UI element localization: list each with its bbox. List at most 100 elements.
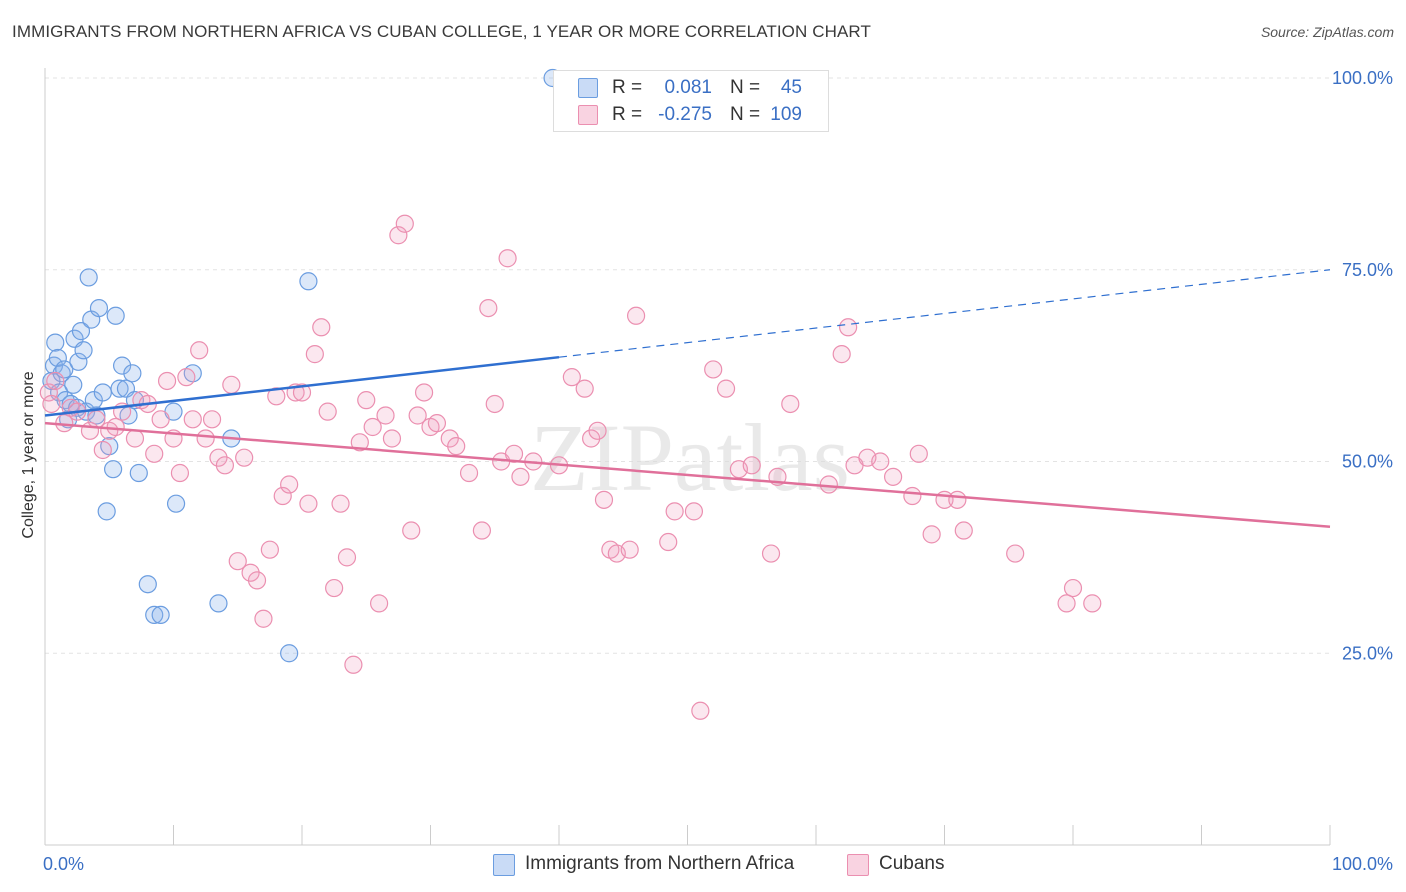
cubans-point — [922, 525, 941, 544]
cubans-point — [716, 379, 736, 398]
cubans-point — [337, 548, 357, 567]
immigrants-point — [46, 333, 65, 352]
immigrants-point — [69, 352, 88, 371]
trend-lines — [44, 269, 1331, 528]
cubans-point — [1057, 594, 1076, 613]
cubans-point — [871, 452, 890, 471]
cubans-point — [414, 383, 434, 402]
cubans-point — [202, 410, 222, 429]
axes — [44, 68, 1331, 846]
cubans-point — [485, 394, 504, 414]
cubans-point — [1083, 594, 1102, 613]
cubans-point — [215, 456, 234, 475]
cubans-point — [125, 429, 145, 448]
cubans-point — [684, 502, 704, 521]
cubans-point — [151, 410, 170, 429]
bottom-legend-swatch-cubans — [847, 854, 869, 876]
cubans-point — [511, 467, 530, 486]
legend-r-label: R = — [612, 77, 643, 98]
cubans-point — [1006, 544, 1025, 563]
cubans-point — [170, 463, 190, 483]
cubans-point — [376, 406, 395, 425]
cubans-point — [819, 475, 838, 494]
cubans-point — [562, 368, 581, 387]
bottom-legend-swatch-immigrants — [493, 854, 515, 876]
y-tick-label-1: 75.0% — [1342, 260, 1393, 280]
cubans-point — [93, 440, 112, 460]
cubans-point — [948, 490, 967, 509]
legend-row-cubans: R = -0.275 N = 109 — [554, 102, 828, 128]
cubans-point — [909, 444, 928, 463]
cubans-point — [402, 521, 421, 540]
cubans-point — [42, 394, 61, 414]
legend-n-value: 109 — [770, 104, 802, 125]
cubans-point — [235, 448, 254, 467]
cubans-point — [954, 521, 973, 540]
cubans-point — [228, 552, 247, 571]
cubans-point — [254, 609, 273, 628]
cubans-point — [46, 371, 65, 391]
cubans-point — [39, 383, 58, 402]
cubans-point — [157, 371, 177, 391]
cubans-point — [292, 383, 312, 402]
immigrants-point — [166, 494, 186, 513]
cubans-point — [344, 655, 363, 674]
immigrants-point — [129, 463, 148, 483]
bottom-legend-label-immigrants: Immigrants from Northern Africa — [525, 853, 795, 874]
immigrants-point — [110, 379, 129, 398]
immigrants-point — [64, 375, 83, 394]
cubans-point — [273, 486, 292, 506]
cubans-point — [106, 417, 125, 437]
cubans-point — [832, 345, 851, 364]
y-tick-label-2: 50.0% — [1342, 452, 1393, 472]
cubans-point — [363, 417, 382, 437]
cubans-point — [280, 475, 299, 494]
immigrants-point — [112, 356, 132, 375]
x-tick-label-0: 0.0% — [43, 854, 84, 874]
cubans-point — [222, 375, 241, 394]
cubans-point — [408, 406, 427, 425]
cubans-point — [903, 486, 922, 506]
cubans-point — [183, 410, 202, 429]
cubans-point — [247, 571, 267, 590]
immigrants-point — [280, 644, 299, 663]
immigrants-point — [48, 348, 67, 368]
legend-n-label: N = — [730, 104, 761, 125]
immigrants-point — [138, 575, 157, 594]
cubans-point — [370, 594, 389, 613]
cubans-point — [1063, 578, 1083, 598]
cubans-point — [472, 521, 491, 540]
cubans-point — [331, 494, 350, 513]
immigrants-point — [71, 322, 91, 341]
y-tick-label-0: 100.0% — [1332, 68, 1393, 88]
trend-line-cubans — [44, 421, 1331, 528]
cubans-point — [325, 578, 344, 598]
immigrants-point — [151, 605, 170, 625]
cubans-point — [594, 490, 614, 509]
cubans-point — [620, 540, 639, 559]
legend-swatch-cubans — [578, 105, 598, 125]
cubans-point — [318, 402, 337, 421]
cubans-point — [389, 226, 408, 245]
watermark: ZIPatlas — [530, 404, 850, 511]
cubans-point — [588, 421, 607, 440]
immigrants-point — [104, 460, 123, 479]
cubans-point — [691, 701, 710, 720]
cubans-point — [350, 433, 369, 452]
cubans-point — [299, 494, 318, 513]
cubans-point — [704, 360, 723, 379]
cubans-point — [761, 544, 781, 563]
cubans-point — [626, 306, 646, 325]
bottom-legend-label-cubans: Cubans — [879, 853, 945, 874]
cubans-point — [190, 341, 209, 360]
trend-line-immigrants-extrapolated — [558, 269, 1331, 358]
cubans-point — [459, 463, 479, 483]
y-axis-label: College, 1 year or more — [20, 371, 37, 538]
cubans-point — [177, 368, 196, 387]
immigrants-point — [106, 306, 125, 325]
cubans-point — [447, 437, 466, 456]
cubans-point — [260, 540, 279, 559]
cubans-point — [357, 391, 376, 410]
x-tick-label-1: 100.0% — [1332, 854, 1393, 874]
